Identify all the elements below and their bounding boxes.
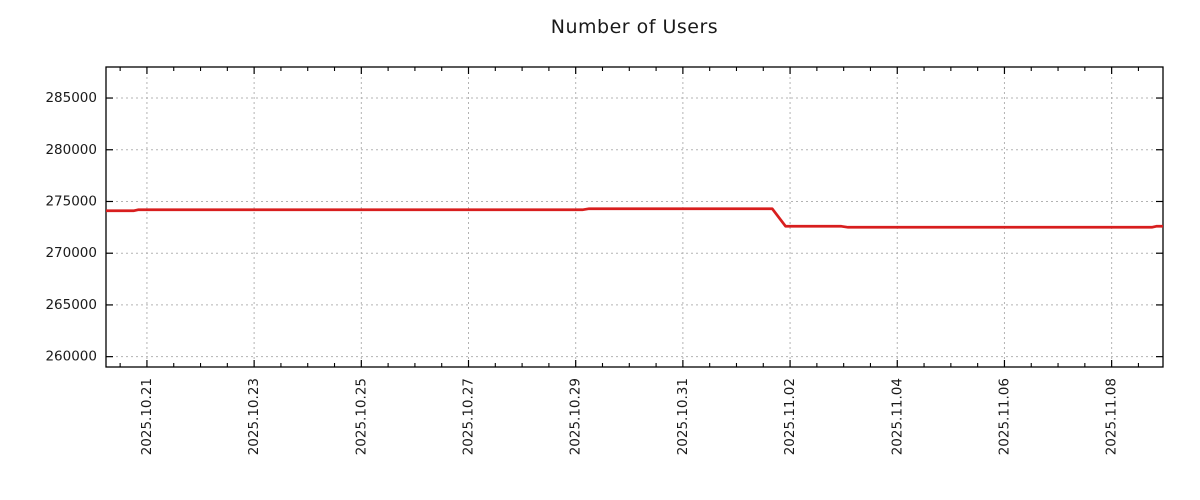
y-tick-label: 275000 [45,193,97,209]
y-tick-label: 280000 [45,142,97,158]
x-tick-label: 2025.10.21 [139,378,155,455]
y-tick-label: 285000 [45,90,97,106]
x-tick-label: 2025.10.29 [568,378,584,455]
y-tick-label: 265000 [45,297,97,313]
chart-title: Number of Users [550,16,719,38]
x-tick-label: 2025.10.31 [675,378,691,455]
x-tick-label: 2025.10.27 [461,378,477,455]
x-tick-label: 2025.11.06 [996,378,1012,455]
x-tick-label: 2025.11.04 [889,378,905,455]
x-tick-label: 2025.11.08 [1104,378,1120,455]
series-line-users [106,207,1163,229]
y-tick-label: 270000 [45,245,97,261]
y-tick-label: 260000 [45,349,97,365]
x-tick-label: 2025.10.23 [246,378,262,455]
x-tick-label: 2025.11.02 [782,378,798,455]
x-tick-label: 2025.10.25 [353,378,369,455]
plot-border [105,66,1164,368]
